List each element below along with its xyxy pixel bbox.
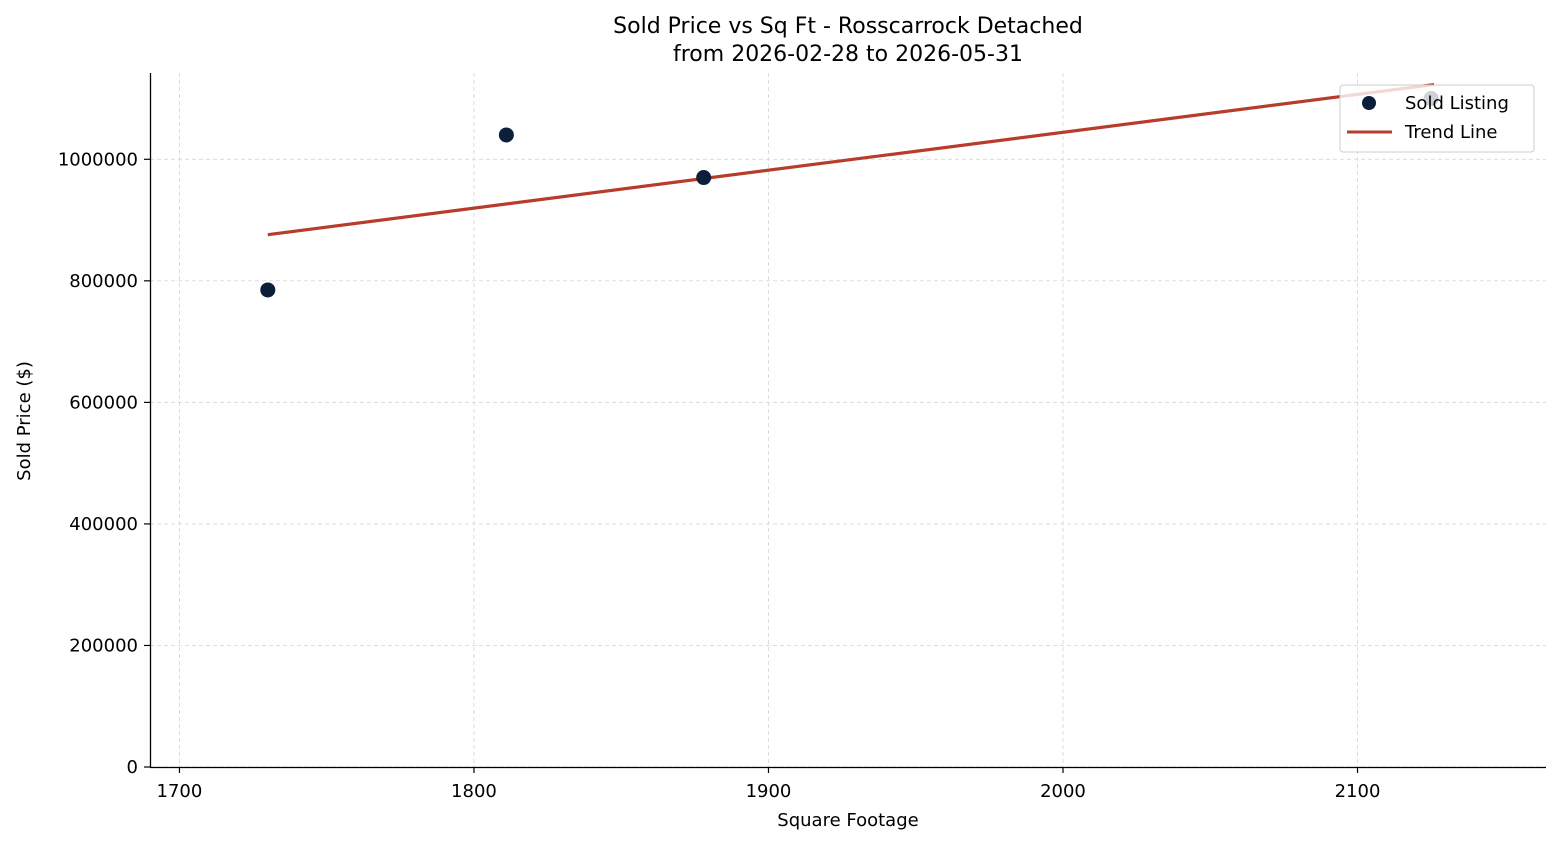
x-tick-label: 2100	[1335, 781, 1381, 802]
grid	[150, 73, 1546, 768]
legend-box	[1339, 84, 1535, 153]
trend-line	[267, 82, 1435, 237]
x-tick-label: 1800	[451, 781, 497, 802]
data-point	[696, 170, 712, 186]
x-tick-label: 1700	[157, 781, 203, 802]
x-tick-label: 1900	[746, 781, 792, 802]
y-axis-label: Sold Price ($)	[14, 361, 35, 481]
chart-marks	[260, 82, 1439, 298]
x-axis-label: Square Footage	[777, 810, 918, 831]
y-tick-label: 200000	[69, 635, 138, 656]
y-tick-label: 1000000	[58, 149, 138, 170]
y-tick-label: 600000	[69, 392, 138, 413]
axes	[149, 73, 1546, 769]
legend-label-sold-listing: Sold Listing	[1405, 93, 1509, 114]
x-tick-label: 2000	[1040, 781, 1086, 802]
legend-label-trend-line: Trend Line	[1404, 122, 1498, 143]
legend-marker-sold-listing	[1362, 96, 1376, 110]
y-tick-label: 400000	[69, 514, 138, 535]
chart-title-line2: from 2026-02-28 to 2026-05-31	[673, 42, 1023, 67]
data-point	[260, 282, 276, 298]
chart-title-line1: Sold Price vs Sq Ft - Rosscarrock Detach…	[613, 14, 1083, 39]
y-tick-label: 0	[127, 757, 138, 778]
legend: Sold Listing Trend Line	[1339, 84, 1535, 153]
ticks: 1700 1800 1900 2000 2100 0 200000 400000 600000 8…	[58, 149, 1381, 802]
data-point	[498, 127, 514, 143]
y-tick-label: 800000	[69, 271, 138, 292]
